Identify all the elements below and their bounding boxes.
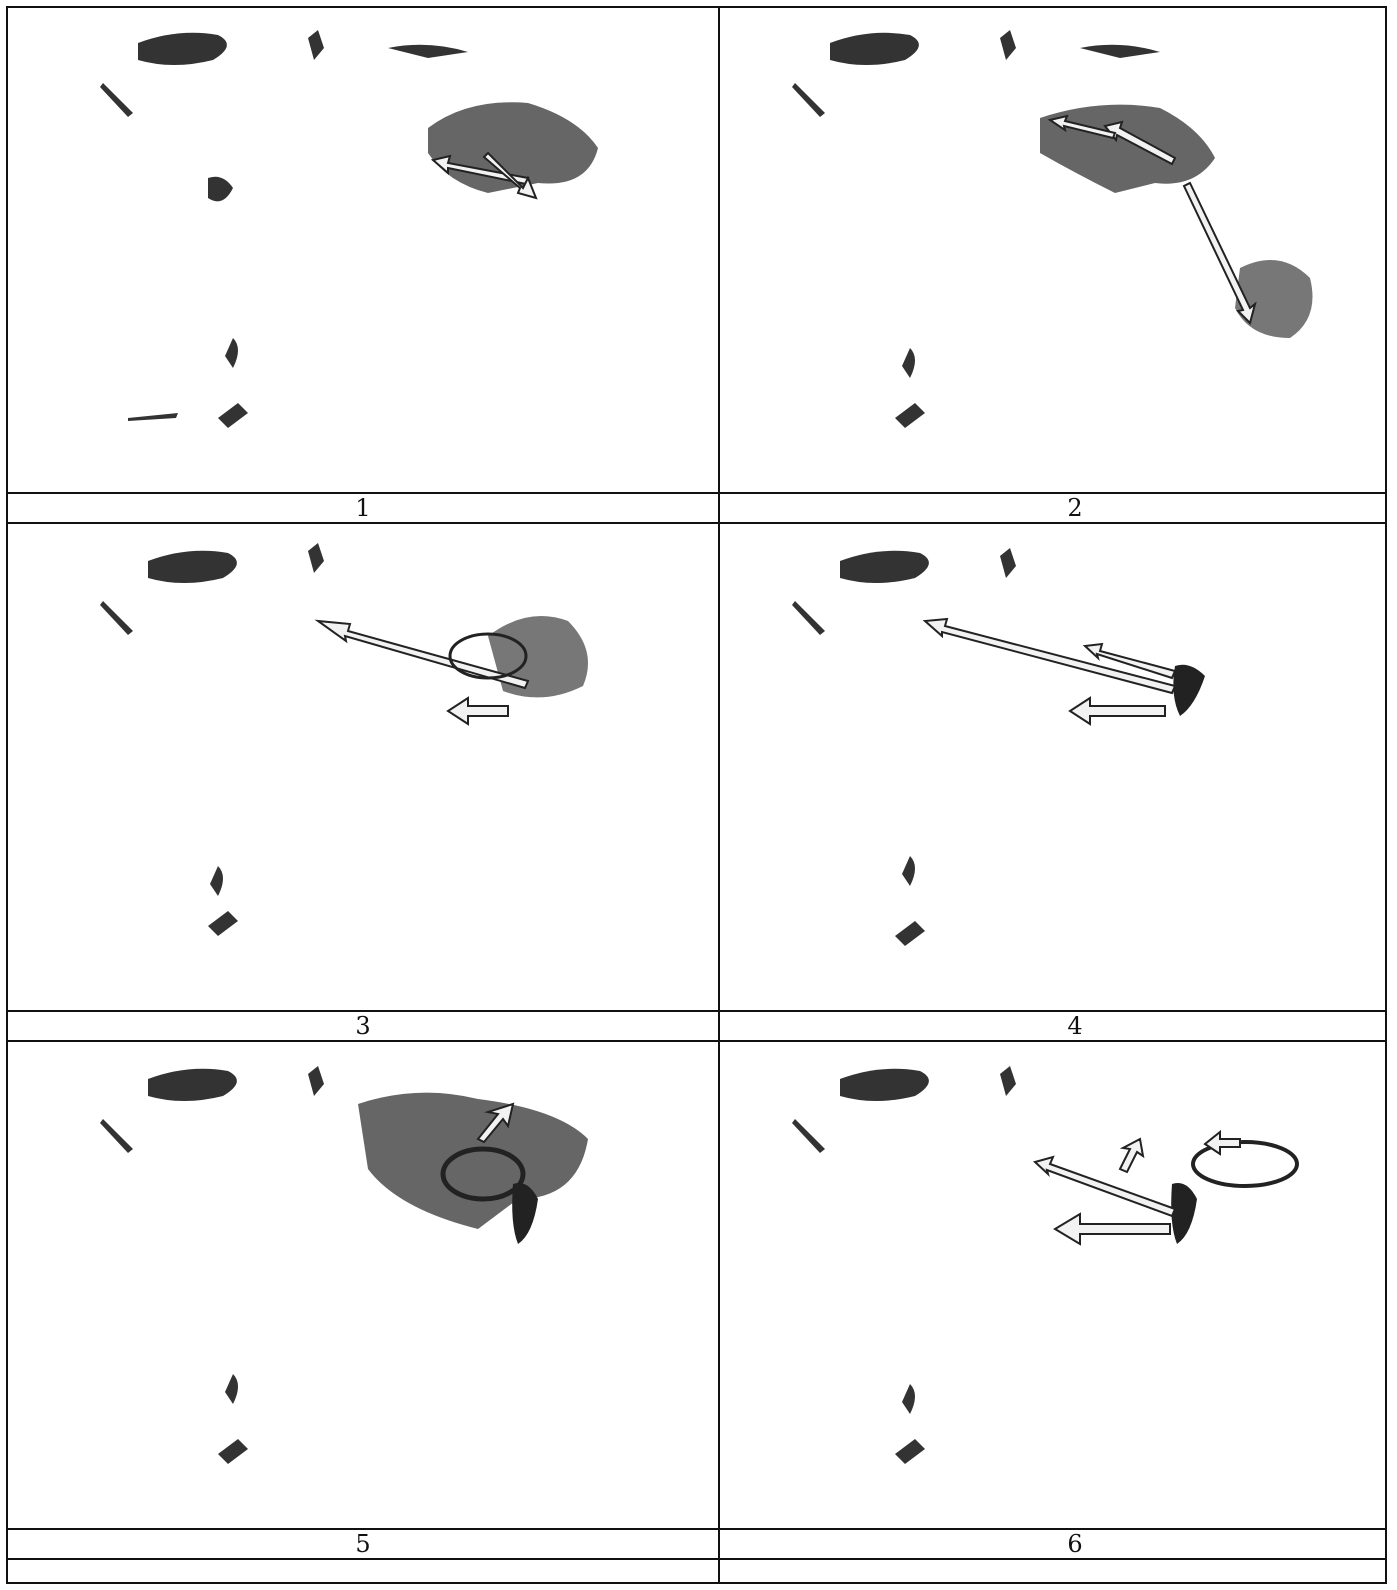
row-divider-2a <box>6 1010 1387 1012</box>
row-divider-2b <box>6 1040 1387 1042</box>
migration-arrows <box>314 619 530 726</box>
migration-arrows <box>430 151 538 200</box>
row-divider-1b <box>6 522 1387 524</box>
map-panel-2 <box>720 8 1397 496</box>
india-region <box>1171 1183 1197 1244</box>
row-divider-3a <box>6 1528 1387 1530</box>
migration-arrows <box>1033 1129 1299 1246</box>
row-divider-1a <box>6 492 1387 494</box>
map-panel-4 <box>720 526 1397 1014</box>
world-map-1 <box>100 30 598 428</box>
world-map-2 <box>792 30 1313 428</box>
highlight-region <box>488 616 588 698</box>
world-map-5 <box>100 1066 588 1464</box>
australia-region <box>1235 260 1313 338</box>
india-region <box>512 1183 538 1244</box>
column-divider <box>718 6 720 1584</box>
panel-label-1: 1 <box>355 494 371 522</box>
world-map-6 <box>792 1066 1299 1464</box>
continents <box>792 548 1016 946</box>
panel-label-5: 5 <box>355 1530 371 1558</box>
migration-arrows <box>922 617 1177 726</box>
panel-label-3: 3 <box>355 1012 371 1040</box>
highlight-region <box>358 1092 588 1229</box>
continents <box>100 1066 324 1464</box>
row-divider-3b <box>6 1558 1387 1560</box>
migration-arrows <box>440 1102 526 1202</box>
world-map-3 <box>100 543 588 936</box>
continents <box>792 30 1160 428</box>
continents <box>100 30 468 428</box>
map-panel-3 <box>8 526 718 1014</box>
panel-label-4: 4 <box>1067 1012 1083 1040</box>
map-panel-5 <box>8 1044 718 1532</box>
panel-label-6: 6 <box>1067 1530 1083 1558</box>
world-map-4 <box>792 548 1205 946</box>
continents <box>100 543 324 936</box>
figure-frame <box>6 6 1387 1584</box>
india-region <box>1173 664 1205 716</box>
map-panel-6 <box>720 1044 1397 1532</box>
map-panel-1 <box>8 8 718 496</box>
continents <box>792 1066 1016 1464</box>
panel-label-2: 2 <box>1067 494 1083 522</box>
migration-arrows <box>1047 114 1257 325</box>
